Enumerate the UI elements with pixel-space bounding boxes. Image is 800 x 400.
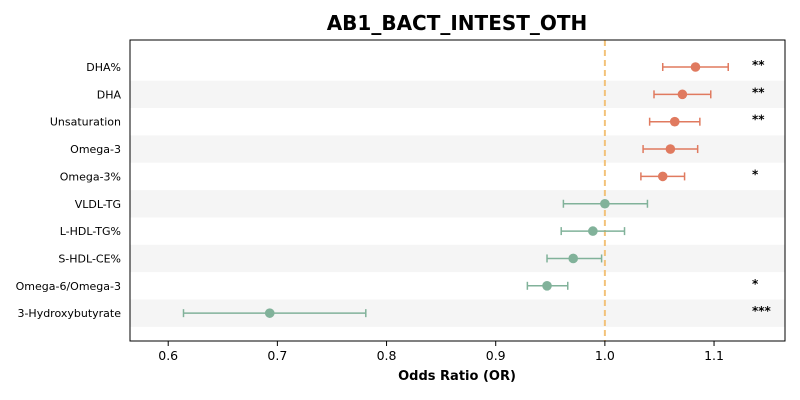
significance-label: **	[752, 85, 765, 99]
row-band	[130, 190, 785, 218]
or-point	[542, 281, 552, 291]
or-point	[665, 144, 676, 154]
forest-row	[182, 308, 367, 318]
or-point	[690, 62, 701, 72]
forest-row	[562, 198, 649, 209]
y-tick-label: DHA%	[86, 61, 121, 74]
or-point	[588, 226, 598, 236]
or-point	[669, 116, 680, 127]
significance-label: **	[752, 113, 765, 127]
forest-row	[546, 253, 603, 264]
x-tick-label: 1.0	[595, 348, 615, 363]
significance-label: *	[752, 277, 759, 291]
y-tick-label: Omega-6/Omega-3	[16, 280, 121, 293]
row-bands	[130, 80, 785, 327]
x-tick-label: 0.9	[486, 348, 506, 363]
x-tick-label: 1.1	[704, 348, 724, 363]
forest-row	[640, 171, 686, 182]
forest-row	[653, 89, 712, 100]
x-tick-label: 0.6	[158, 348, 178, 363]
plot-frame	[129, 39, 786, 342]
x-tick-label: 0.7	[267, 348, 287, 363]
forest-row	[526, 281, 569, 291]
y-tick-label: VLDL-TG	[75, 198, 121, 211]
data-rows	[182, 62, 729, 318]
x-axis-label: Odds Ratio (OR)	[398, 369, 516, 384]
or-point	[568, 253, 579, 264]
y-axis-labels: DHA% DHA Unsaturation Omega-3 Omega-3% VLDL-T…	[16, 61, 122, 320]
y-tick-label: DHA	[97, 88, 122, 101]
forest-row	[642, 144, 699, 154]
significance-label: ***	[752, 304, 772, 318]
x-tick-label: 0.8	[377, 348, 397, 363]
x-axis: 0.6 0.7 0.8 0.9 1.0 1.1	[158, 341, 724, 363]
forest-row	[560, 226, 626, 236]
significance-label: *	[752, 167, 759, 181]
chart-title: AB1_BACT_INTEST_OTH	[327, 11, 588, 35]
y-tick-label: Omega-3%	[60, 170, 121, 183]
significance-labels: ***********	[752, 58, 772, 318]
or-point	[264, 308, 275, 318]
y-tick-label: S-HDL-CE%	[58, 252, 121, 265]
y-tick-label: L-HDL-TG%	[60, 225, 121, 238]
y-tick-label: Omega-3	[70, 143, 121, 156]
or-point	[657, 171, 668, 182]
or-point	[677, 89, 688, 100]
y-tick-label: Unsaturation	[50, 116, 121, 129]
forest-row	[648, 116, 701, 127]
y-tick-label: 3-Hydroxybutyrate	[17, 307, 121, 320]
or-point	[600, 198, 610, 209]
row-band	[130, 244, 785, 273]
significance-label: **	[752, 58, 765, 72]
forest-row	[661, 62, 729, 72]
